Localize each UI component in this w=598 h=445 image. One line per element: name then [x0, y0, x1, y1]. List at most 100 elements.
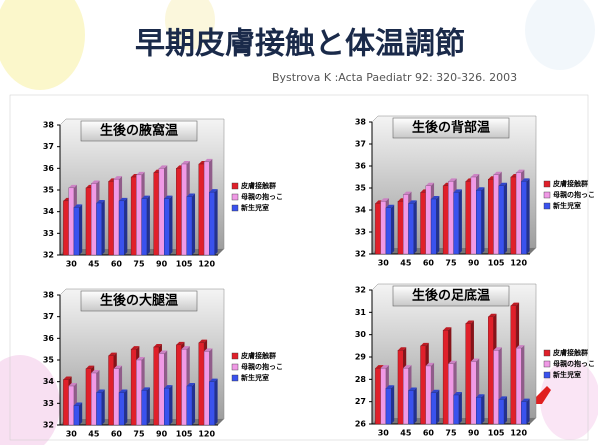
bar [153, 346, 160, 426]
bar-side [101, 200, 105, 255]
bar [108, 355, 114, 426]
bar-side [481, 394, 485, 424]
bar-top [158, 165, 168, 169]
bar-top [113, 176, 123, 180]
bar-top [431, 389, 440, 393]
x-tick-label: 105 [176, 260, 193, 269]
chart-title: 生後の大腿温 [100, 293, 178, 309]
chart-title-box [80, 120, 198, 142]
bar [488, 316, 494, 425]
y-tick-label: 32 [355, 250, 366, 259]
x-tick-label: 90 [468, 429, 480, 438]
bar-top [375, 365, 384, 369]
bar [493, 174, 499, 255]
bar [521, 401, 527, 425]
y-tick-label: 38 [355, 118, 367, 127]
bar [91, 183, 97, 256]
legend-swatch [231, 352, 239, 360]
legend-label: 新生児室 [553, 370, 581, 379]
bar [408, 390, 414, 425]
bar [448, 181, 454, 255]
bar-top [448, 178, 457, 182]
bar [448, 363, 454, 425]
legend-label: 皮膚接触群 [240, 181, 276, 190]
bar-top [63, 376, 72, 380]
bar-top [403, 365, 412, 369]
y-tick-label: 28 [355, 375, 367, 384]
bar [203, 161, 210, 256]
bar [476, 397, 482, 425]
bar-top [516, 169, 525, 173]
bar [209, 191, 215, 256]
bar-top [425, 182, 435, 186]
bar [164, 198, 170, 256]
bar [498, 399, 505, 425]
bar [375, 367, 381, 425]
x-tick-label: 30 [66, 430, 78, 439]
bar-top [498, 182, 508, 186]
x-tick-label: 30 [378, 429, 390, 438]
bar-top [91, 370, 100, 373]
bar-top [521, 178, 530, 182]
chart-title: 生後の腋窩温 [100, 123, 178, 139]
bar-side [146, 195, 150, 255]
bar-top [176, 341, 185, 345]
bar-side [214, 378, 218, 425]
x-tick-label: 90 [468, 259, 480, 268]
bar [136, 174, 142, 256]
bar-top [510, 302, 520, 306]
legend-swatch [543, 371, 551, 379]
y-tick-label: 36 [43, 334, 55, 343]
bar [380, 367, 387, 425]
bar [96, 202, 102, 256]
bar-top [198, 339, 208, 343]
bar-top [420, 342, 429, 346]
bar-side [413, 200, 417, 254]
bar-side [526, 398, 530, 424]
bar [73, 207, 80, 256]
bar [85, 368, 92, 426]
bar-side [79, 204, 83, 255]
bar [164, 387, 170, 426]
chart-title-box [80, 290, 198, 312]
bar [515, 172, 522, 255]
y-tick-label: 33 [43, 229, 54, 238]
bar-top [153, 344, 162, 347]
x-tick-label: 30 [66, 260, 78, 269]
bar-top [186, 383, 196, 386]
y-tick-label: 34 [355, 206, 367, 215]
bar-top [164, 385, 173, 389]
bar [425, 365, 432, 425]
legend-swatch [543, 180, 551, 188]
y-tick-label: 32 [43, 251, 54, 260]
chart: 26 27 28 29 30 31 32 30 45 60 75 90 105 120 生後の足底温皮膚接触… [355, 283, 595, 438]
bar [130, 348, 137, 426]
bar-top [470, 174, 480, 177]
y-tick-label: 34 [43, 207, 55, 216]
bar [442, 185, 449, 255]
bar-top [448, 360, 457, 364]
bar [510, 305, 517, 425]
bar-top [68, 184, 77, 188]
x-tick-label: 45 [400, 429, 412, 438]
bar-top [164, 195, 173, 199]
bar-side [458, 391, 462, 424]
bar [73, 405, 80, 426]
bar-top [493, 347, 502, 351]
bar [68, 385, 75, 426]
chart: 32 33 34 35 36 37 38 30 45 60 75 90 105 120 生後の背部温皮膚接触… [355, 115, 595, 268]
chart-title: 生後の足底温 [412, 288, 490, 304]
bar [385, 207, 392, 255]
bar-top [465, 320, 474, 324]
y-tick-label: 35 [43, 356, 55, 365]
chart-title-box [392, 285, 510, 307]
legend-swatch [231, 204, 239, 212]
bar [198, 163, 205, 256]
bar [430, 392, 437, 425]
y-tick-label: 36 [43, 164, 55, 173]
bar [158, 353, 165, 426]
bar-top [113, 365, 123, 369]
bar [118, 392, 125, 426]
